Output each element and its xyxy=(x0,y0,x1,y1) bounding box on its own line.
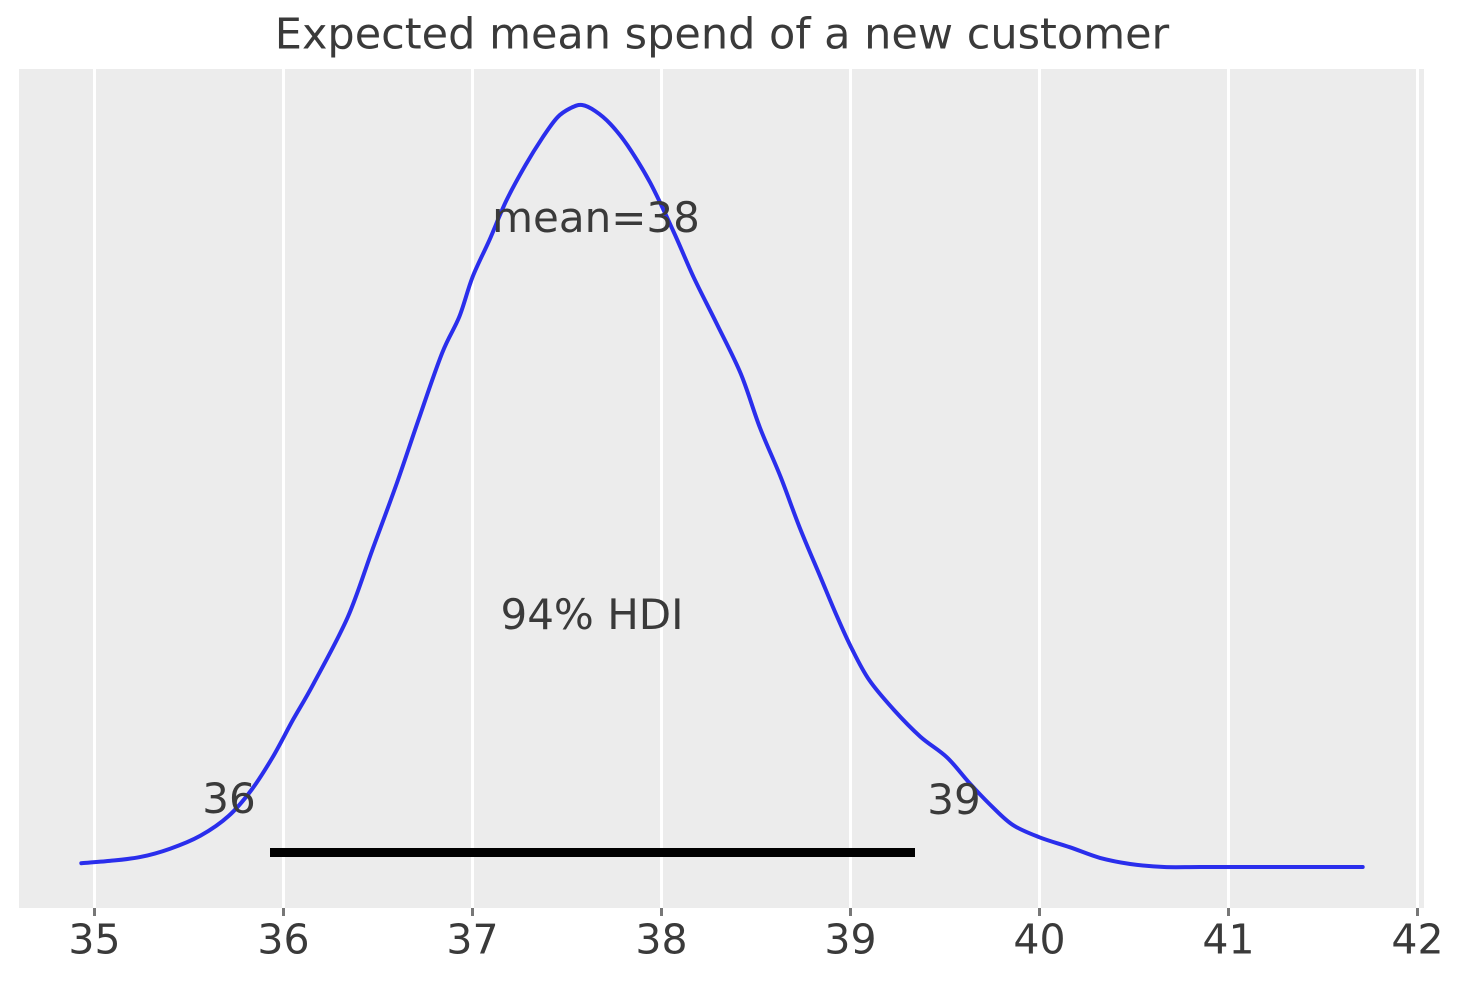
hdi-lower-bound-label: 36 xyxy=(202,774,256,823)
hdi-upper-bound-label: 39 xyxy=(927,775,981,824)
x-tick-label-41: 41 xyxy=(1202,915,1255,964)
x-tick-label-40: 40 xyxy=(1013,915,1066,964)
x-tick-label-35: 35 xyxy=(68,915,121,964)
x-tick-label-39: 39 xyxy=(824,915,877,964)
x-tick-label-42: 42 xyxy=(1391,915,1444,964)
x-tick-label-37: 37 xyxy=(446,915,499,964)
plot-background xyxy=(19,69,1424,908)
x-tick-label-38: 38 xyxy=(635,915,688,964)
mean-annotation: mean=38 xyxy=(492,193,700,242)
chart-title: Expected mean spend of a new customer xyxy=(274,9,1170,60)
hdi-percent-annotation: 94% HDI xyxy=(500,590,684,639)
density-curve xyxy=(79,102,1365,870)
x-tick-label-36: 36 xyxy=(257,915,310,964)
